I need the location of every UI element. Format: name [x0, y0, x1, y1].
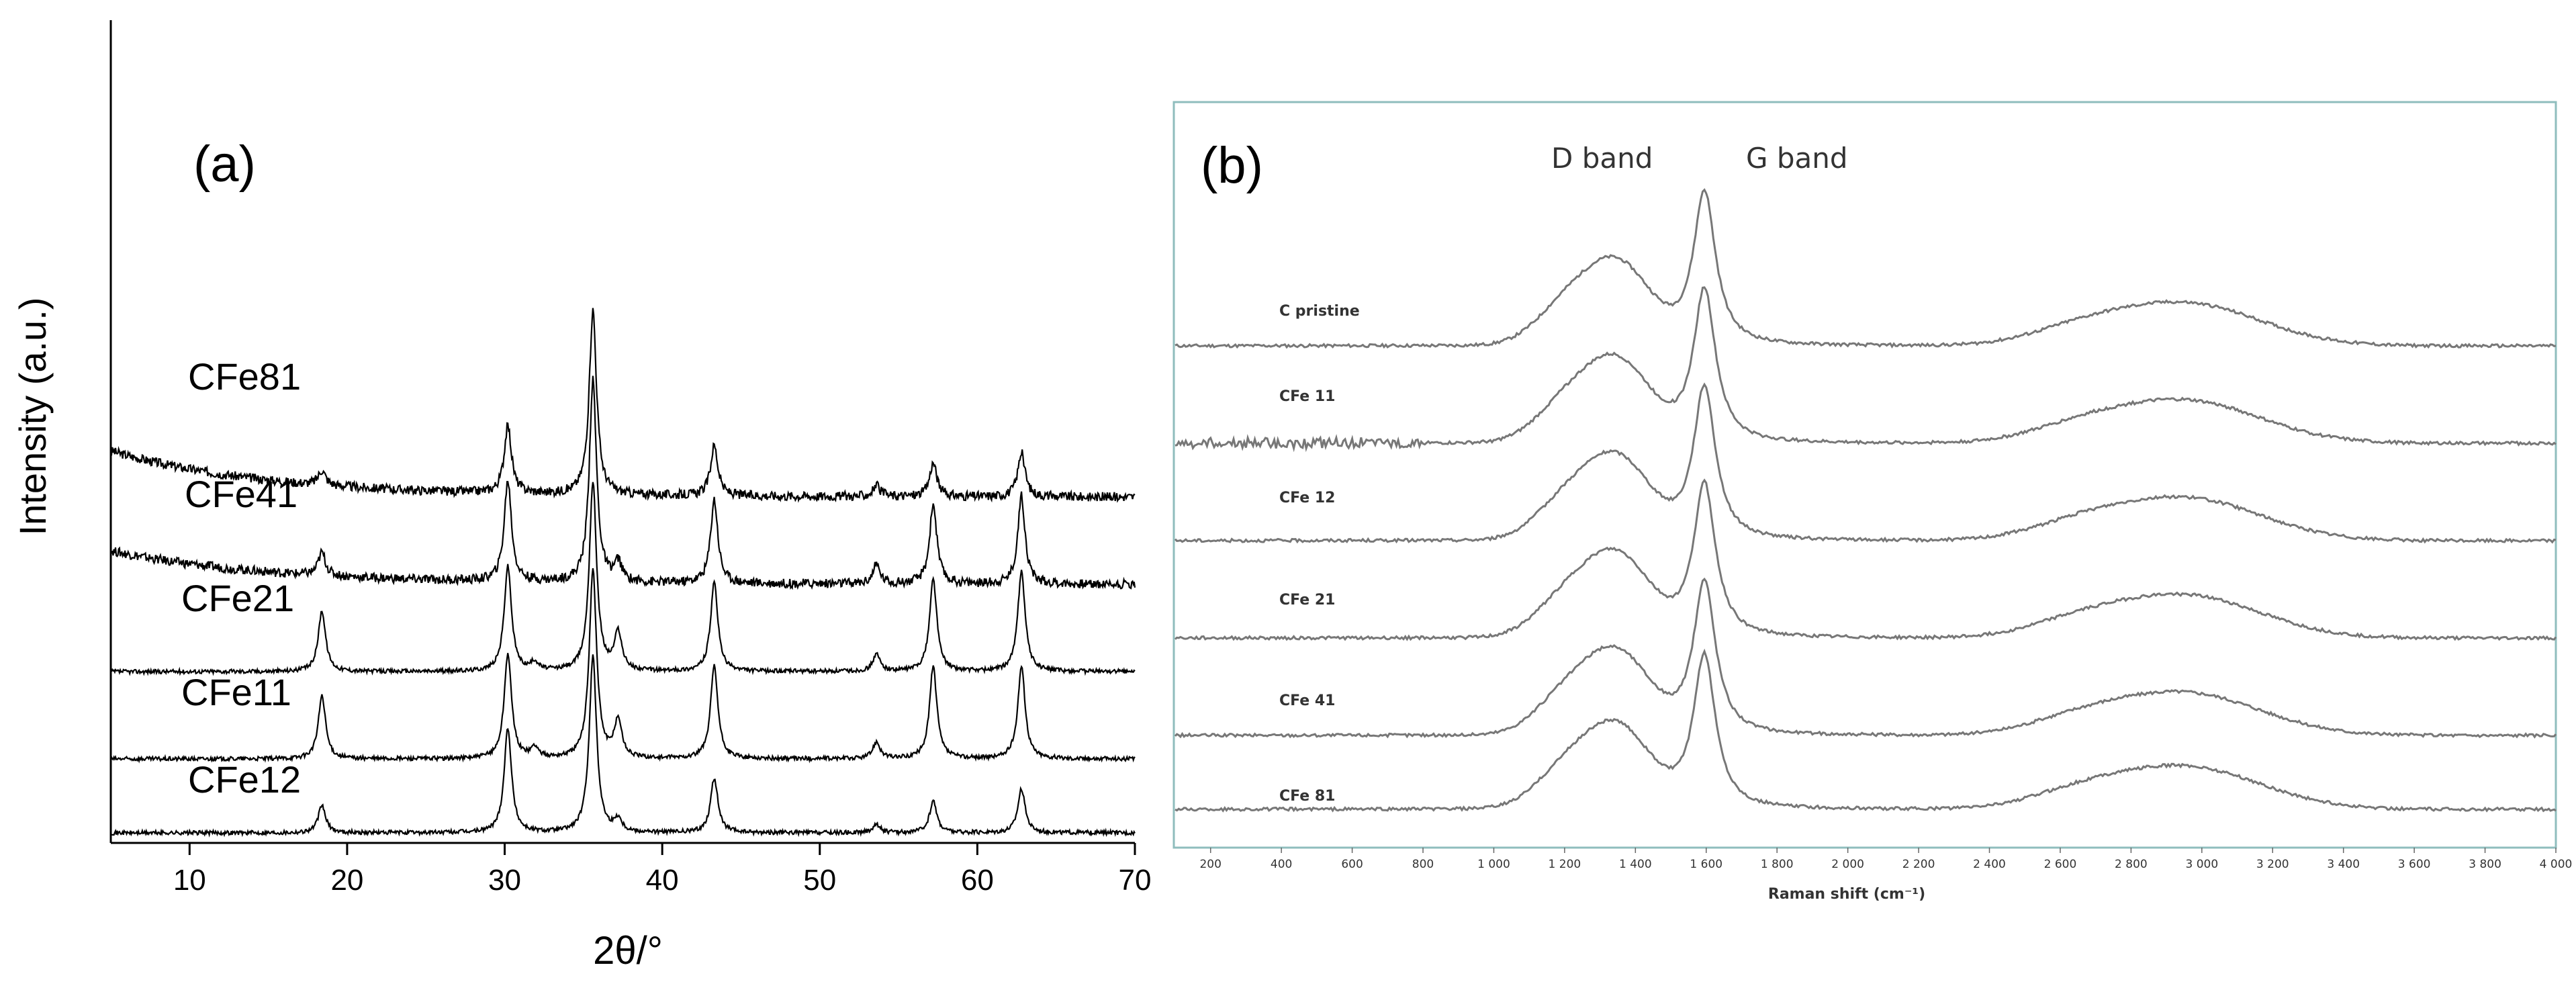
xrd-series-label-cfe81: CFe81: [188, 355, 301, 398]
panel-b-x-axis-title: Raman shift (cm⁻¹): [1768, 886, 1925, 903]
panel-a-x-axis-title: 2θ/°: [593, 929, 663, 973]
raman-series-label-cfe-11: CFe 11: [1279, 388, 1335, 405]
panel-b-label: (b): [1201, 137, 1263, 194]
panel-b-x-tick-label: 400: [1271, 858, 1292, 871]
g-band-annotation: G band: [1746, 142, 1848, 175]
panel-a-x-tick-label: 60: [961, 864, 994, 897]
panel-b-x-tick-label: 600: [1341, 858, 1363, 871]
panel-a-label: (a): [193, 136, 256, 193]
panel-b-x-tick-label: 800: [1412, 858, 1434, 871]
xrd-trace-cfe41: [109, 375, 1136, 590]
xrd-trace-cfe81: [110, 308, 1136, 503]
panel-a-x-tick-label: 70: [1119, 864, 1152, 897]
panel-b-x-tick-label: 2 400: [1973, 858, 2006, 871]
panel-b-x-tick-label: 4 000: [2540, 858, 2573, 871]
panel-b-x-tick-label: 3 400: [2327, 858, 2360, 871]
panel-a-xrd-chart: 10 20 30 40 50 60 70 CFe81 CFe41 CFe21 CFe11 CFe12…: [11, 20, 1151, 973]
xrd-trace-cfe11: [109, 568, 1136, 764]
panel-a-x-tick-label: 50: [803, 864, 836, 897]
panel-b-frame: [1172, 101, 2557, 849]
raman-trace-cfe-12: [1174, 382, 2557, 544]
xrd-trace-cfe21: [110, 482, 1136, 676]
panel-b-x-tick-label: 2 600: [2044, 858, 2077, 871]
xrd-series-label-cfe21: CFe21: [181, 577, 294, 619]
panel-b-x-tick-label: 3 200: [2256, 858, 2289, 871]
panel-b-x-tick-label: 3 800: [2469, 858, 2501, 871]
panel-a-x-tick-label: 20: [330, 864, 363, 897]
panel-a-x-tick-label: 30: [488, 864, 521, 897]
panel-a-x-tick-label: 40: [646, 864, 679, 897]
panel-a-x-tick-label: 10: [173, 864, 206, 897]
raman-trace-cfe-41: [1174, 577, 2557, 739]
raman-series-label-c-pristine: C pristine: [1279, 303, 1360, 320]
d-band-annotation: D band: [1551, 142, 1653, 175]
raman-trace-cfe-11: [1175, 286, 2557, 453]
panel-a-x-ticks: 10 20 30 40 50 60 70: [173, 843, 1152, 897]
raman-series-label-cfe-41: CFe 41: [1279, 692, 1335, 709]
panel-b-x-tick-label: 3 000: [2185, 858, 2218, 871]
panel-b-x-tick-label: 2 200: [1902, 858, 1935, 871]
raman-series-label-cfe-81: CFe 81: [1279, 788, 1335, 805]
panel-a-traces: CFe81 CFe41 CFe21 CFe11 CFe12: [109, 308, 1136, 838]
panel-b-x-tick-label: 1 800: [1761, 858, 1794, 871]
xrd-series-label-cfe11: CFe11: [181, 671, 291, 713]
panel-b-x-tick-label: 3 600: [2398, 858, 2431, 871]
panel-b-x-tick-label: 1 200: [1549, 858, 1581, 871]
raman-trace-cfe-21: [1175, 478, 2557, 641]
raman-trace-c-pristine: [1175, 188, 2557, 349]
panel-b-raman-chart: 200 400 600 800 1 000 1 200 1 400 1 600 1 800 2 0…: [1172, 101, 2572, 903]
raman-trace-cfe-81: [1175, 648, 2557, 813]
raman-series-label-cfe-21: CFe 21: [1279, 592, 1335, 609]
xrd-series-label-cfe41: CFe41: [185, 473, 297, 515]
panel-a-y-axis-title: Intensity (a.u.): [11, 298, 54, 536]
xrd-series-label-cfe12: CFe12: [188, 758, 301, 801]
panel-b-traces: C pristine CFe 11 CFe 12 CFe 21 CFe 41 CFe 81: [1174, 188, 2557, 813]
raman-series-label-cfe-12: CFe 12: [1279, 490, 1335, 506]
panel-b-x-tick-label: 1 600: [1690, 858, 1722, 871]
panel-b-x-tick-label: 1 400: [1619, 858, 1652, 871]
xrd-trace-cfe12: [110, 654, 1136, 838]
panel-b-x-tick-label: 2 800: [2115, 858, 2148, 871]
panel-b-x-tick-label: 2 000: [1831, 858, 1864, 871]
panel-b-x-tick-label: 200: [1199, 858, 1221, 871]
panel-b-x-ticks: 200 400 600 800 1 000 1 200 1 400 1 600 1 800 2 0…: [1199, 848, 2572, 871]
panel-b-x-tick-label: 1 000: [1477, 858, 1510, 871]
